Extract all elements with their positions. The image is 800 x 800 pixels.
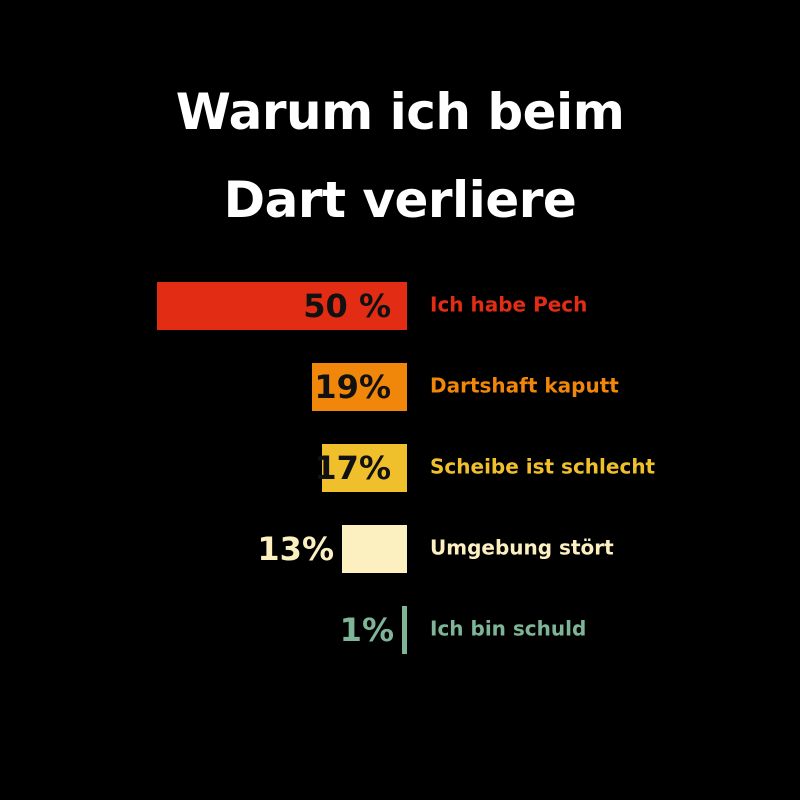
category-label: Umgebung stört: [430, 536, 614, 560]
value-label: 50 %: [303, 287, 391, 325]
bar: [312, 363, 407, 411]
category-label: Scheibe ist schlecht: [430, 455, 656, 479]
chart-title: Warum ich beim Dart verliere: [175, 83, 625, 229]
bar: [322, 444, 407, 492]
category-label: Dartshaft kaputt: [430, 374, 619, 398]
value-label: 13%: [257, 530, 334, 568]
value-label: 19%: [314, 368, 391, 406]
bar: [157, 282, 407, 330]
bar: [342, 525, 407, 573]
value-label: 17%: [314, 449, 391, 487]
value-label: 1%: [340, 611, 394, 649]
category-label: Ich bin schuld: [430, 617, 586, 641]
bar: [402, 606, 407, 654]
category-label: Ich habe Pech: [430, 293, 587, 317]
